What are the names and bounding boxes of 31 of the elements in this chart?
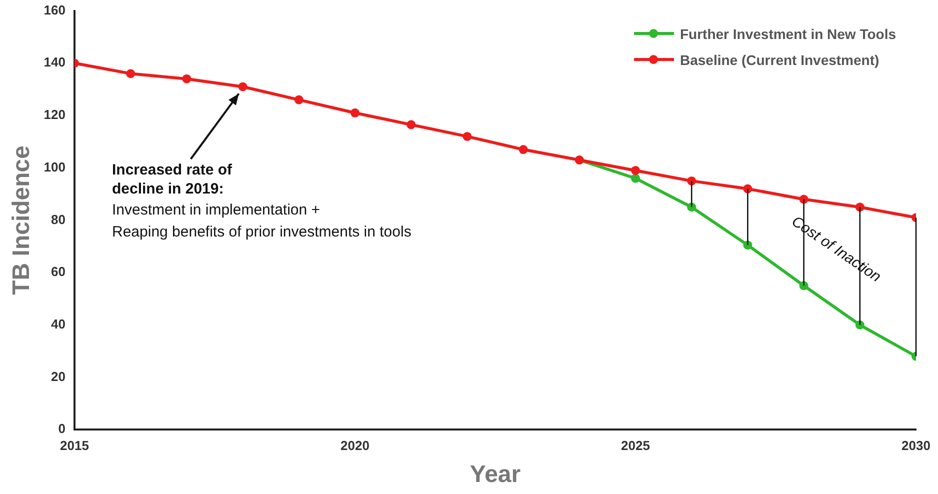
y-tick-label: 0: [58, 421, 66, 436]
y-tick-label: 160: [44, 2, 66, 18]
point: [518, 145, 528, 154]
y-tick-label: 80: [51, 212, 66, 227]
legend-label: Further Investment in New Tools: [680, 24, 896, 44]
point: [294, 95, 304, 104]
point: [126, 69, 136, 78]
point: [687, 176, 696, 186]
point: [630, 174, 640, 183]
y-axis-title: TB Incidence: [8, 146, 36, 295]
annotation: Increased rate of decline in 2019:: [112, 162, 234, 198]
point: [462, 132, 472, 141]
annotation: Investment in implementation + Reaping benefits of prior investments in tools: [112, 202, 412, 241]
x-tick-label: 2025: [621, 438, 650, 453]
x-tick-label: 2030: [902, 438, 930, 453]
y-tick-label: 60: [51, 264, 66, 280]
point: [406, 120, 416, 130]
x-tick-label: 2020: [340, 438, 370, 453]
y-tick-label: 100: [44, 159, 66, 174]
y-tick-label: 40: [51, 316, 66, 332]
y-tick-label: 120: [44, 107, 66, 122]
y-tick-label: 140: [44, 54, 66, 70]
point: [630, 166, 640, 175]
x-axis-title: Year: [470, 461, 521, 488]
point: [687, 202, 696, 212]
y-tick-label: 20: [51, 368, 66, 384]
legend-label: Baseline (Current Investment): [680, 50, 880, 70]
point: [182, 74, 192, 84]
point: [238, 82, 248, 92]
x-tick-label: 2015: [60, 438, 89, 453]
point: [350, 108, 360, 118]
